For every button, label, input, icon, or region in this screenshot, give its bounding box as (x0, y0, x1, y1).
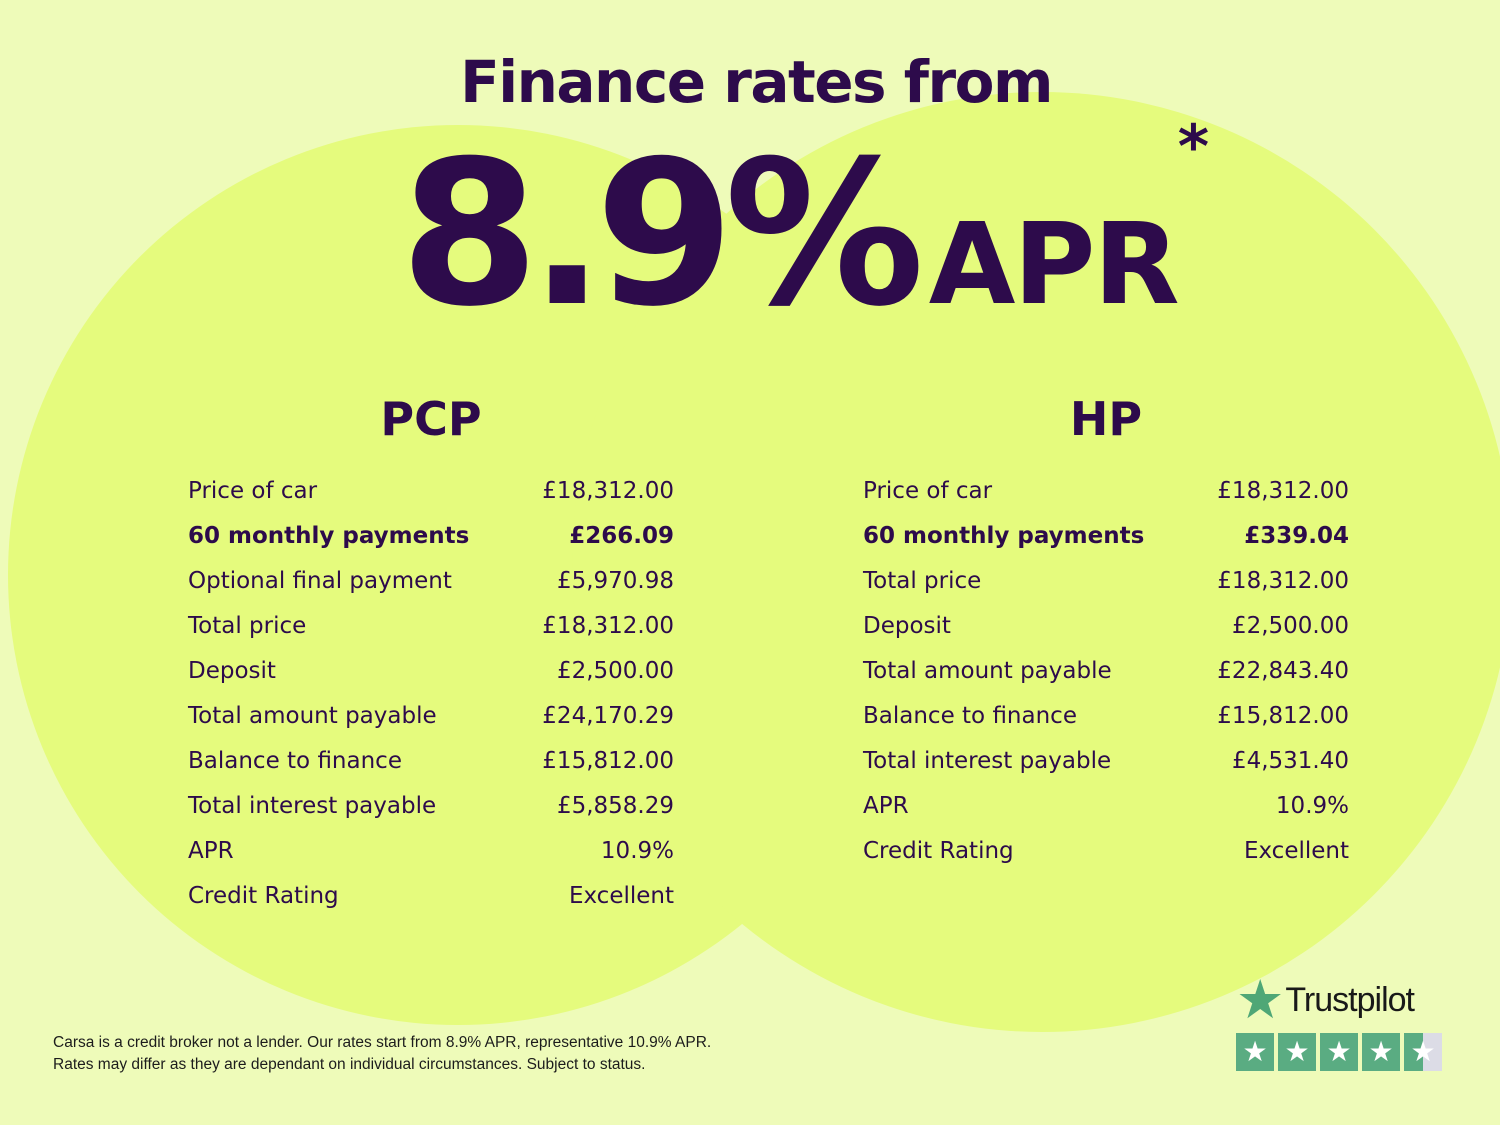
row-label: Total amount payable (188, 703, 437, 729)
row-label: 60 monthly payments (863, 523, 1145, 549)
row-label: Total price (863, 568, 982, 594)
trustpilot-logo: ★ Trustpilot (1236, 970, 1442, 1030)
disclaimer-line: Carsa is a credit broker not a lender. O… (53, 1034, 712, 1051)
star-icon: ★ (1320, 1033, 1358, 1071)
table-row: APR 10.9% (863, 791, 1349, 836)
row-value: £339.04 (1244, 523, 1349, 549)
hp-table: HP Price of car £18,312.00 60 monthly paym… (863, 392, 1349, 881)
row-value: £5,858.29 (556, 793, 674, 819)
row-value: £18,312.00 (1217, 568, 1349, 594)
row-value: £15,812.00 (542, 748, 674, 774)
row-label: Deposit (188, 658, 276, 684)
pcp-table: PCP Price of car £18,312.00 60 monthly pay… (188, 392, 674, 926)
star-icon: ★ (1236, 970, 1284, 1030)
table-row: APR 10.9% (188, 836, 674, 881)
row-label: Total interest payable (188, 793, 437, 819)
rate-value: 8.9% (400, 118, 925, 351)
row-value: £2,500.00 (1231, 613, 1349, 639)
row-label: 60 monthly payments (188, 523, 470, 549)
row-label: Deposit (863, 613, 951, 639)
row-label: Balance to finance (863, 703, 1077, 729)
row-value: £18,312.00 (1217, 478, 1349, 504)
background-circle-right (572, 92, 1500, 1032)
row-label: APR (188, 838, 234, 864)
row-label: Credit Rating (863, 838, 1014, 864)
row-value: £266.09 (569, 523, 674, 549)
row-value: £4,531.40 (1231, 748, 1349, 774)
half-star-icon: ★ (1404, 1033, 1442, 1071)
row-value: £18,312.00 (542, 478, 674, 504)
table-row: Price of car £18,312.00 (188, 476, 674, 521)
star-icon: ★ (1362, 1033, 1400, 1071)
row-label: Price of car (188, 478, 318, 504)
star-icon: ★ (1236, 1033, 1274, 1071)
star-icon: ★ (1278, 1033, 1316, 1071)
row-value: 10.9% (600, 838, 674, 864)
asterisk: * (1177, 112, 1210, 182)
table-row: Balance to finance £15,812.00 (863, 701, 1349, 746)
row-value: £22,843.40 (1217, 658, 1349, 684)
row-label: Price of car (863, 478, 993, 504)
row-value: £24,170.29 (542, 703, 674, 729)
row-value: £5,970.98 (556, 568, 674, 594)
table-row: Total interest payable £4,531.40 (863, 746, 1349, 791)
table-row: Optional final payment £5,970.98 (188, 566, 674, 611)
row-value: £2,500.00 (556, 658, 674, 684)
table-row: Deposit £2,500.00 (188, 656, 674, 701)
table-row: Total price £18,312.00 (188, 611, 674, 656)
table-row: Credit Rating Excellent (863, 836, 1349, 881)
table-row: Total amount payable £22,843.40 (863, 656, 1349, 701)
row-label: Balance to finance (188, 748, 402, 774)
row-label: Total price (188, 613, 307, 639)
pcp-title: PCP (380, 392, 482, 446)
row-label: Total interest payable (863, 748, 1112, 774)
disclaimer: Carsa is a credit broker not a lender. O… (53, 1032, 711, 1076)
table-row: 60 monthly payments £339.04 (863, 521, 1349, 566)
row-label: Optional final payment (188, 568, 452, 594)
row-value: £15,812.00 (1217, 703, 1349, 729)
row-value: 10.9% (1275, 793, 1349, 819)
row-value: Excellent (568, 883, 674, 909)
row-value: £18,312.00 (542, 613, 674, 639)
table-row: Credit Rating Excellent (188, 881, 674, 926)
table-row: Price of car £18,312.00 (863, 476, 1349, 521)
trustpilot-badge: ★ Trustpilot ★ ★ ★ ★ ★ (1236, 970, 1442, 1071)
rate-display: 8.9% APR * (400, 112, 1209, 351)
trustpilot-rating: ★ ★ ★ ★ ★ (1236, 1033, 1442, 1071)
table-row: Total price £18,312.00 (863, 566, 1349, 611)
trustpilot-name: Trustpilot (1285, 980, 1415, 1019)
table-row: Total amount payable £24,170.29 (188, 701, 674, 746)
row-value: Excellent (1243, 838, 1349, 864)
row-label: APR (863, 793, 909, 819)
headline: Finance rates from (460, 48, 1053, 116)
hp-title: HP (1069, 392, 1143, 446)
table-row: 60 monthly payments £266.09 (188, 521, 674, 566)
table-row: Total interest payable £5,858.29 (188, 791, 674, 836)
rate-suffix: APR (928, 200, 1180, 330)
table-row: Balance to finance £15,812.00 (188, 746, 674, 791)
table-row: Deposit £2,500.00 (863, 611, 1349, 656)
row-label: Total amount payable (863, 658, 1112, 684)
row-label: Credit Rating (188, 883, 339, 909)
disclaimer-line: Rates may differ as they are dependant o… (53, 1056, 646, 1073)
